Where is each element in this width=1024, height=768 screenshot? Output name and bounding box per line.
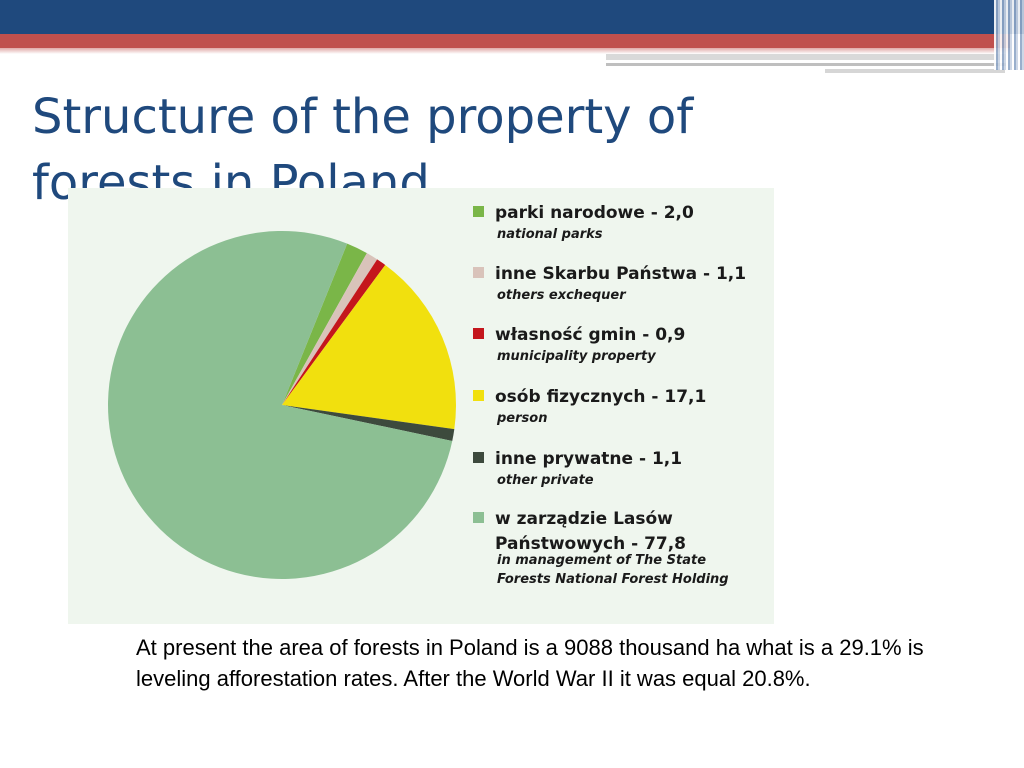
legend-swatch [473,206,484,217]
slide-title-line: Structure of the property of [32,89,694,145]
legend-sublabel: others exchequer [497,288,627,303]
legend-sublabel: other private [497,473,594,488]
header-shadow [0,48,1010,54]
legend-label: własność gmin - 0,9 [495,325,685,345]
header-decor-line [606,63,1006,66]
legend-swatch [473,328,484,339]
pie-chart: parki narodowe - 2,0 national parks inne S… [68,188,774,624]
pie-slice [282,259,386,405]
legend-label: w zarządzie Lasów [495,509,673,529]
header-blue-band [0,0,1024,34]
legend-label: osób fizycznych - 17,1 [495,387,706,407]
legend-label: inne prywatne - 1,1 [495,449,682,469]
header-red-band [0,34,1010,48]
legend-sublabel: in management of The State [497,553,706,568]
legend-swatch [473,390,484,401]
header-decor-stripes [994,0,1024,70]
slide-caption: At present the area of forests in Poland… [136,635,924,691]
legend-sublabel: municipality property [497,349,656,364]
pie-slice [282,253,378,405]
pie-slice [108,231,453,580]
legend-label: inne Skarbu Państwa - 1,1 [495,264,746,284]
legend-sublabel: Forests National Forest Holding [497,572,729,587]
legend-label: parki narodowe - 2,0 [495,203,694,223]
legend-swatch [473,512,484,523]
pie-slice [282,243,367,405]
header-decor-line [825,69,1005,73]
header-decor-line [606,54,1006,60]
legend-label: Państwowych - 77,8 [495,534,686,554]
pie-slice [282,264,456,430]
legend-swatch [473,452,484,463]
legend-sublabel: national parks [497,227,603,242]
legend-swatch [473,267,484,278]
pie-chart-figure: parki narodowe - 2,0 national parks inne S… [68,188,774,624]
legend-sublabel: person [496,411,547,426]
pie-slice [282,405,455,441]
